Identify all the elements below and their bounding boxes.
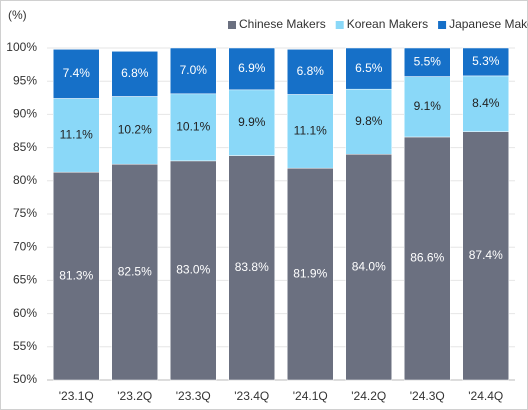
bar-segment bbox=[462, 47, 509, 77]
x-tick-label: '23.4Q bbox=[234, 389, 269, 403]
bar-segment bbox=[111, 163, 158, 381]
bar-segment bbox=[345, 88, 392, 155]
value-label: 9.9% bbox=[238, 115, 266, 129]
value-label: 83.8% bbox=[235, 260, 269, 274]
legend-swatch bbox=[438, 21, 447, 29]
value-label: 87.4% bbox=[469, 248, 503, 262]
y-tick-label: 90% bbox=[13, 107, 37, 121]
y-tick-label: 65% bbox=[13, 273, 37, 287]
bar-segment bbox=[53, 171, 100, 381]
value-label: 10.1% bbox=[176, 120, 210, 134]
value-label: 10.2% bbox=[118, 123, 152, 137]
x-tick-label: '24.4Q bbox=[468, 389, 503, 403]
y-tick-label: 85% bbox=[13, 140, 37, 154]
bar-segment bbox=[228, 155, 275, 381]
value-label: 81.9% bbox=[293, 266, 327, 280]
bar-segment bbox=[111, 96, 158, 165]
legend-label: Japanese Makers bbox=[449, 17, 528, 31]
y-tick-label: 100% bbox=[6, 40, 37, 54]
bar-segment bbox=[111, 51, 158, 97]
x-tick-label: '23.3Q bbox=[176, 389, 211, 403]
legend-label: Chinese Makers bbox=[239, 17, 326, 31]
value-label: 7.0% bbox=[180, 63, 208, 77]
x-tick-label: '23.2Q bbox=[117, 389, 152, 403]
y-tick-label: 50% bbox=[13, 372, 37, 386]
legend-swatch bbox=[335, 21, 344, 29]
value-label: 8.4% bbox=[472, 96, 500, 110]
y-tick-label: 80% bbox=[13, 173, 37, 187]
bar-segment bbox=[462, 131, 509, 381]
value-label: 7.4% bbox=[63, 66, 91, 80]
bar-segment bbox=[53, 49, 100, 99]
legend-swatch bbox=[228, 21, 236, 29]
y-tick-label: 75% bbox=[13, 206, 37, 220]
value-label: 5.5% bbox=[414, 54, 442, 68]
value-label: 6.8% bbox=[297, 64, 325, 78]
bar-segment bbox=[345, 153, 392, 381]
bar-segment bbox=[404, 136, 451, 381]
y-tick-label: 95% bbox=[13, 73, 37, 87]
bar-segment bbox=[170, 47, 217, 95]
bar-segment bbox=[228, 47, 275, 91]
x-tick-label: '24.1Q bbox=[293, 389, 328, 403]
value-label: 5.3% bbox=[472, 54, 500, 68]
y-tick-label: 60% bbox=[13, 306, 37, 320]
value-label: 11.1% bbox=[294, 124, 327, 138]
value-label: 83.0% bbox=[176, 263, 210, 277]
x-tick-label: '24.2Q bbox=[351, 389, 386, 403]
value-label: 86.6% bbox=[410, 251, 444, 265]
bar-segment bbox=[462, 75, 509, 132]
value-label: 6.9% bbox=[238, 61, 266, 75]
value-label: 9.1% bbox=[414, 99, 442, 113]
bar-segment bbox=[287, 49, 334, 95]
x-tick-label: '23.1Q bbox=[59, 389, 94, 403]
value-label: 6.5% bbox=[355, 61, 383, 75]
value-label: 81.3% bbox=[59, 268, 93, 282]
x-tick-label: '24.3Q bbox=[410, 389, 445, 403]
bar-segment bbox=[170, 160, 217, 381]
value-label: 84.0% bbox=[352, 259, 386, 273]
value-label: 6.8% bbox=[121, 66, 149, 80]
value-label: 9.8% bbox=[355, 114, 383, 128]
bar-segment bbox=[404, 47, 451, 77]
bar-segment bbox=[228, 89, 275, 156]
bar-segment bbox=[287, 167, 334, 381]
legend-label: Korean Makers bbox=[347, 17, 428, 31]
y-tick-label: 55% bbox=[13, 339, 37, 353]
bar-segment bbox=[287, 94, 334, 169]
bar-segment bbox=[404, 76, 451, 138]
value-label: 82.5% bbox=[118, 264, 152, 278]
y-tick-label: 70% bbox=[13, 239, 37, 253]
value-label: 11.1% bbox=[60, 127, 93, 141]
bar-segment bbox=[345, 47, 392, 90]
unit-label: (%) bbox=[8, 8, 27, 22]
